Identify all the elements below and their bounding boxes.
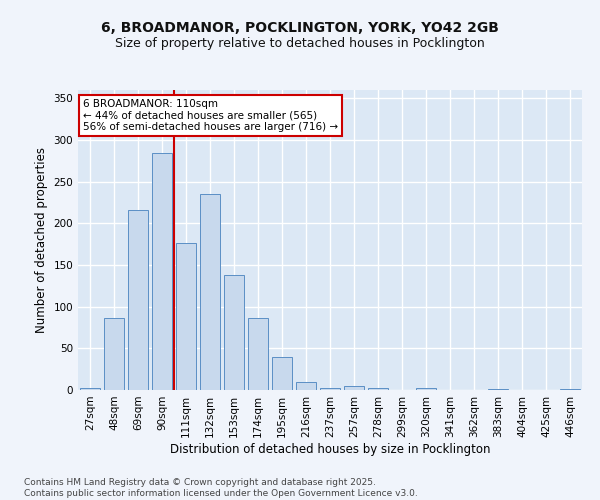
Y-axis label: Number of detached properties: Number of detached properties [35, 147, 48, 333]
Bar [248, 318, 268, 390]
Bar [320, 388, 340, 390]
Bar [152, 152, 172, 390]
Bar [200, 194, 220, 390]
Bar [560, 389, 580, 390]
Bar [416, 388, 436, 390]
X-axis label: Distribution of detached houses by size in Pocklington: Distribution of detached houses by size … [170, 442, 490, 456]
Bar [296, 382, 316, 390]
Bar [344, 386, 364, 390]
Bar [488, 389, 508, 390]
Bar [104, 318, 124, 390]
Bar [176, 242, 196, 390]
Text: 6 BROADMANOR: 110sqm
← 44% of detached houses are smaller (565)
56% of semi-deta: 6 BROADMANOR: 110sqm ← 44% of detached h… [83, 99, 338, 132]
Text: Contains HM Land Registry data © Crown copyright and database right 2025.
Contai: Contains HM Land Registry data © Crown c… [24, 478, 418, 498]
Text: 6, BROADMANOR, POCKLINGTON, YORK, YO42 2GB: 6, BROADMANOR, POCKLINGTON, YORK, YO42 2… [101, 20, 499, 34]
Bar [368, 388, 388, 390]
Bar [128, 210, 148, 390]
Bar [272, 356, 292, 390]
Text: Size of property relative to detached houses in Pocklington: Size of property relative to detached ho… [115, 38, 485, 51]
Bar [80, 388, 100, 390]
Bar [224, 275, 244, 390]
